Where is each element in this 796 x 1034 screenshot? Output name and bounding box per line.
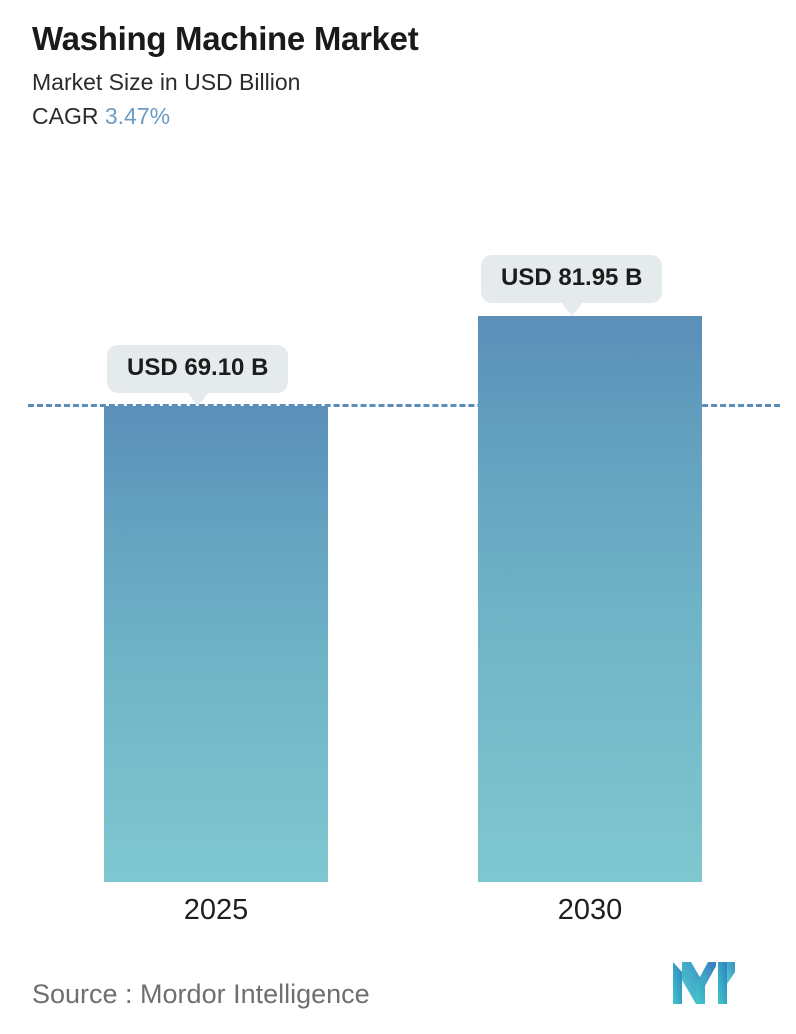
page-title: Washing Machine Market [32,20,419,57]
cagr-label: CAGR [32,102,99,129]
x-axis-label-2030: 2030 [557,894,623,926]
chart-header: Washing Machine Market Market Size in US… [32,20,752,132]
chart-subtitle: Market Size in USD Billion [32,68,301,95]
value-callout-2025-label: USD 69.10 B [107,345,289,393]
callout-pointer-icon [186,391,209,406]
value-callout-2025: USD 69.10 B [107,345,289,406]
cagr-value: 3.47% [104,102,171,129]
source-attribution: Source : Mordor Intelligence [32,979,370,1009]
x-axis-label-2025: 2025 [183,894,249,926]
value-callout-2030: USD 81.95 B [481,255,663,316]
mordor-intelligence-logo-icon [673,962,735,1004]
cagr-line: CAGR 3.47% [32,102,752,132]
chart-footer: Source : Mordor Intelligence [32,956,768,1018]
callout-pointer-icon [560,301,583,316]
reference-dashed-line [28,404,780,407]
bar-2025[interactable] [104,406,328,882]
value-callout-2030-label: USD 81.95 B [481,255,663,303]
bar-2030[interactable] [478,316,702,882]
